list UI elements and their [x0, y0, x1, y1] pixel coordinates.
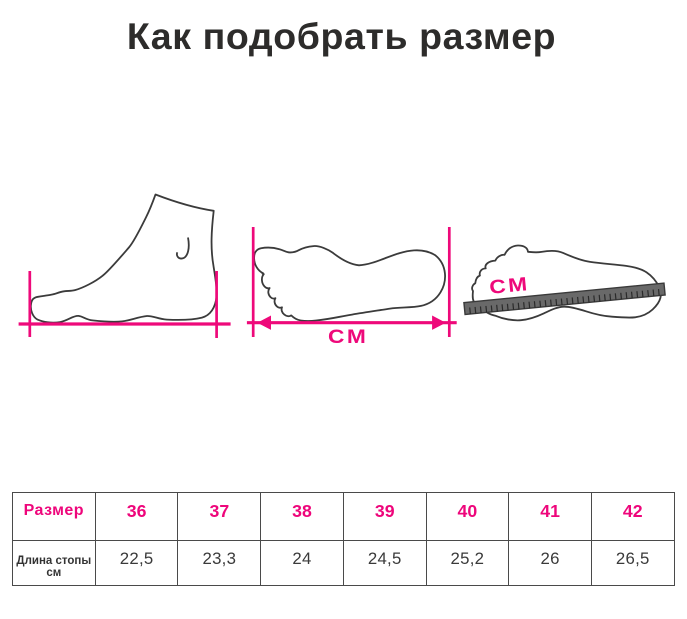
- svg-text:СМ: СМ: [328, 327, 369, 348]
- svg-text:СМ: СМ: [488, 274, 530, 299]
